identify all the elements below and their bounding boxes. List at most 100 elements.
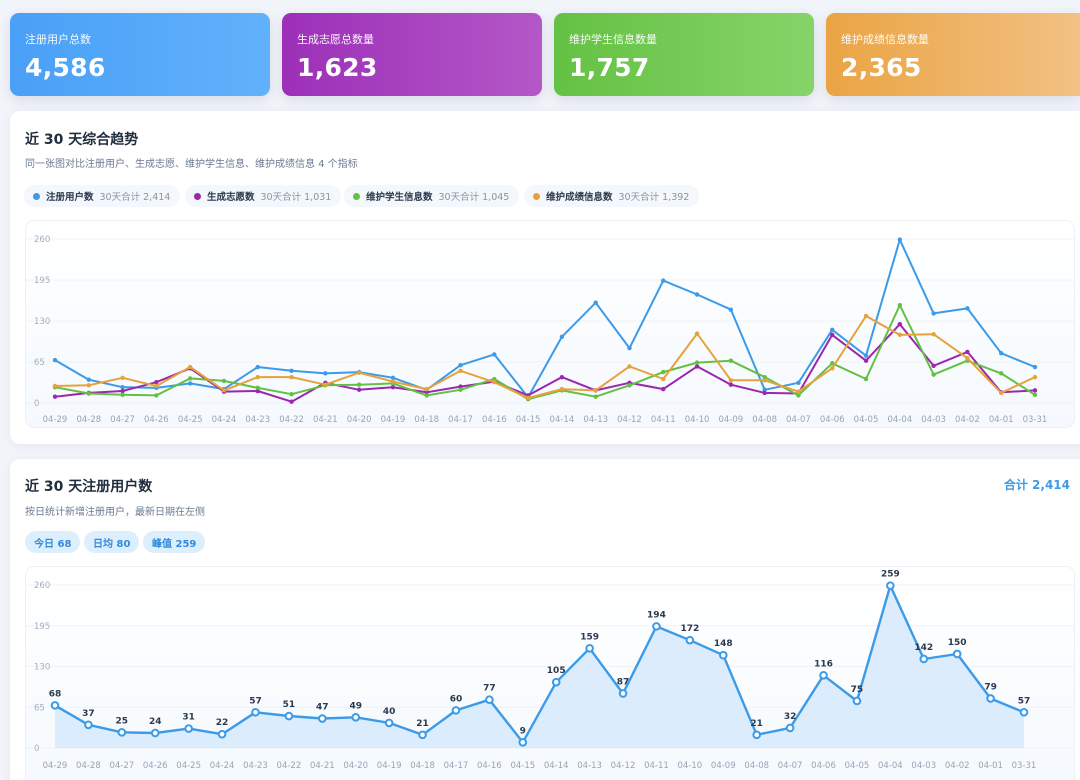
x-tick-label: 04-19 <box>381 415 406 425</box>
data-point <box>661 278 666 283</box>
x-tick-label: 04-17 <box>444 761 469 771</box>
data-label: 77 <box>483 684 496 694</box>
users-panel: 近 30 天注册用户数 按日统计新增注册用户，最新日期在左侧 合计 2,414 … <box>10 459 1080 780</box>
stat-card-students: 维护学生信息数量 1,757 <box>554 13 814 96</box>
data-point <box>931 363 936 368</box>
x-tick-label: 04-18 <box>410 761 435 771</box>
data-point <box>694 292 700 297</box>
data-point <box>752 730 761 740</box>
data-point <box>255 374 260 380</box>
stat-value: 4,586 <box>25 53 106 82</box>
x-tick-label: 04-04 <box>878 761 903 771</box>
data-point <box>718 650 728 660</box>
x-tick-label: 04-05 <box>845 761 870 771</box>
x-tick-label: 04-01 <box>978 761 1003 771</box>
data-point <box>356 370 362 375</box>
data-point <box>551 677 561 687</box>
data-point <box>627 383 632 388</box>
y-tick-label: 0 <box>34 744 39 754</box>
data-point <box>1019 707 1029 717</box>
series-line-3 <box>54 315 1036 399</box>
data-point <box>593 388 598 393</box>
data-point <box>120 375 125 380</box>
chip-peak: 峰值 259 <box>143 531 206 553</box>
legend-item-scores[interactable]: 维护成绩信息数 30天合计 1,392 <box>524 185 700 207</box>
data-point <box>931 372 936 377</box>
data-point <box>318 714 327 723</box>
data-point <box>525 395 531 401</box>
data-point <box>852 696 862 706</box>
data-point <box>593 300 598 305</box>
x-tick-label: 04-18 <box>414 415 439 425</box>
data-point <box>863 353 869 358</box>
data-label: 47 <box>316 703 329 713</box>
data-point <box>492 376 497 382</box>
x-tick-label: 04-26 <box>143 761 168 771</box>
x-tick-label: 04-09 <box>719 415 744 425</box>
legend-item-volunteers[interactable]: 生成志愿数 30天合计 1,031 <box>185 185 342 207</box>
x-tick-label: 04-16 <box>477 761 502 771</box>
data-point <box>830 332 835 338</box>
data-point <box>289 391 294 397</box>
x-tick-label: 04-14 <box>550 415 575 425</box>
trend-chart-area: 0 65 130 195 260 04-29 04-28 04-27 04-26 04-25 04-… <box>25 220 1075 428</box>
data-point <box>289 374 294 380</box>
x-tick-label: 04-13 <box>583 415 608 425</box>
legend-item-students[interactable]: 维护学生信息数 30天合计 1,045 <box>344 185 520 207</box>
x-tick-label: 04-11 <box>651 415 676 425</box>
data-point <box>492 379 497 385</box>
data-label: 68 <box>49 689 62 699</box>
stat-label: 维护成绩信息数量 <box>841 33 929 46</box>
x-tick-label: 04-16 <box>482 415 507 425</box>
data-point <box>424 393 429 398</box>
x-tick-label: 04-10 <box>685 415 710 425</box>
data-point <box>217 729 227 739</box>
data-label: 60 <box>450 694 463 704</box>
data-point <box>661 386 666 392</box>
series-line-2 <box>54 304 1036 401</box>
data-point <box>284 711 294 721</box>
data-point <box>86 383 91 388</box>
data-point <box>762 390 767 396</box>
data-label: 116 <box>814 659 833 669</box>
x-tick-label: 04-03 <box>911 761 936 771</box>
data-point <box>251 707 260 717</box>
data-point <box>518 738 528 747</box>
data-point <box>897 332 903 338</box>
data-label: 57 <box>249 696 262 706</box>
x-tick-label: 04-17 <box>448 415 473 425</box>
x-tick-label: 04-20 <box>343 761 368 771</box>
data-point <box>728 358 734 363</box>
x-tick-label: 03-31 <box>1012 761 1037 771</box>
data-point <box>559 334 565 339</box>
data-point <box>458 384 463 389</box>
stat-card-scores: 维护成绩信息数量 2,365 <box>826 13 1080 96</box>
data-point <box>999 390 1004 396</box>
data-point <box>120 388 125 394</box>
data-point <box>1032 364 1038 370</box>
data-point <box>52 394 58 399</box>
data-label: 49 <box>349 701 362 711</box>
data-point <box>830 361 835 366</box>
data-label: 25 <box>116 716 129 726</box>
x-tick-label: 04-04 <box>887 415 912 425</box>
x-tick-label: 04-27 <box>110 415 135 425</box>
x-tick-label: 04-09 <box>711 761 736 771</box>
legend-item-users[interactable]: 注册用户数 30天合计 2,414 <box>24 185 181 207</box>
data-point <box>919 654 929 664</box>
data-point <box>120 392 125 397</box>
data-point <box>117 728 127 737</box>
data-point <box>728 378 734 383</box>
data-point <box>652 622 661 631</box>
stat-label: 维护学生信息数量 <box>569 33 657 46</box>
x-tick-label: 04-06 <box>811 761 836 771</box>
data-label: 37 <box>82 709 95 719</box>
data-label: 159 <box>580 632 599 642</box>
trend-subtitle: 同一张图对比注册用户、生成志愿、维护学生信息、维护成绩信息 4 个指标 <box>25 159 358 170</box>
data-point <box>221 388 227 393</box>
stat-label: 注册用户总数 <box>25 33 91 46</box>
y-tick-label: 0 <box>34 399 39 409</box>
data-point <box>728 382 734 387</box>
chip-today: 今日 68 <box>25 531 81 553</box>
data-label: 194 <box>647 610 666 620</box>
